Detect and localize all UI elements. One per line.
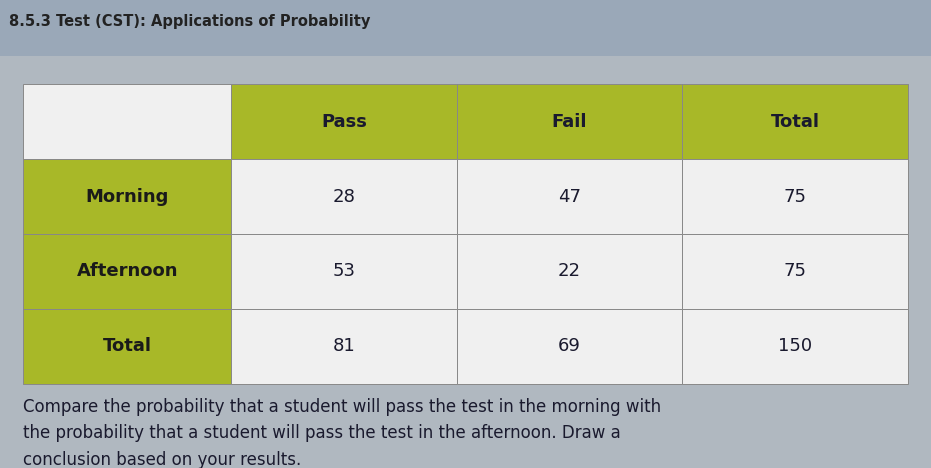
Text: Morning: Morning bbox=[86, 188, 169, 205]
Text: 47: 47 bbox=[558, 188, 581, 205]
Text: Total: Total bbox=[102, 337, 152, 355]
Text: Pass: Pass bbox=[321, 113, 367, 131]
Text: 75: 75 bbox=[784, 188, 806, 205]
Text: 69: 69 bbox=[558, 337, 581, 355]
Text: Fail: Fail bbox=[552, 113, 587, 131]
Text: Afternoon: Afternoon bbox=[76, 263, 178, 280]
Text: 53: 53 bbox=[332, 263, 356, 280]
Text: 75: 75 bbox=[784, 263, 806, 280]
Text: 28: 28 bbox=[332, 188, 356, 205]
Text: 81: 81 bbox=[332, 337, 356, 355]
Text: 150: 150 bbox=[778, 337, 812, 355]
Text: 8.5.3 Test (CST): Applications of Probability: 8.5.3 Test (CST): Applications of Probab… bbox=[9, 14, 371, 29]
Text: Total: Total bbox=[771, 113, 819, 131]
Text: Compare the probability that a student will pass the test in the morning with
th: Compare the probability that a student w… bbox=[23, 398, 661, 468]
Text: 22: 22 bbox=[558, 263, 581, 280]
